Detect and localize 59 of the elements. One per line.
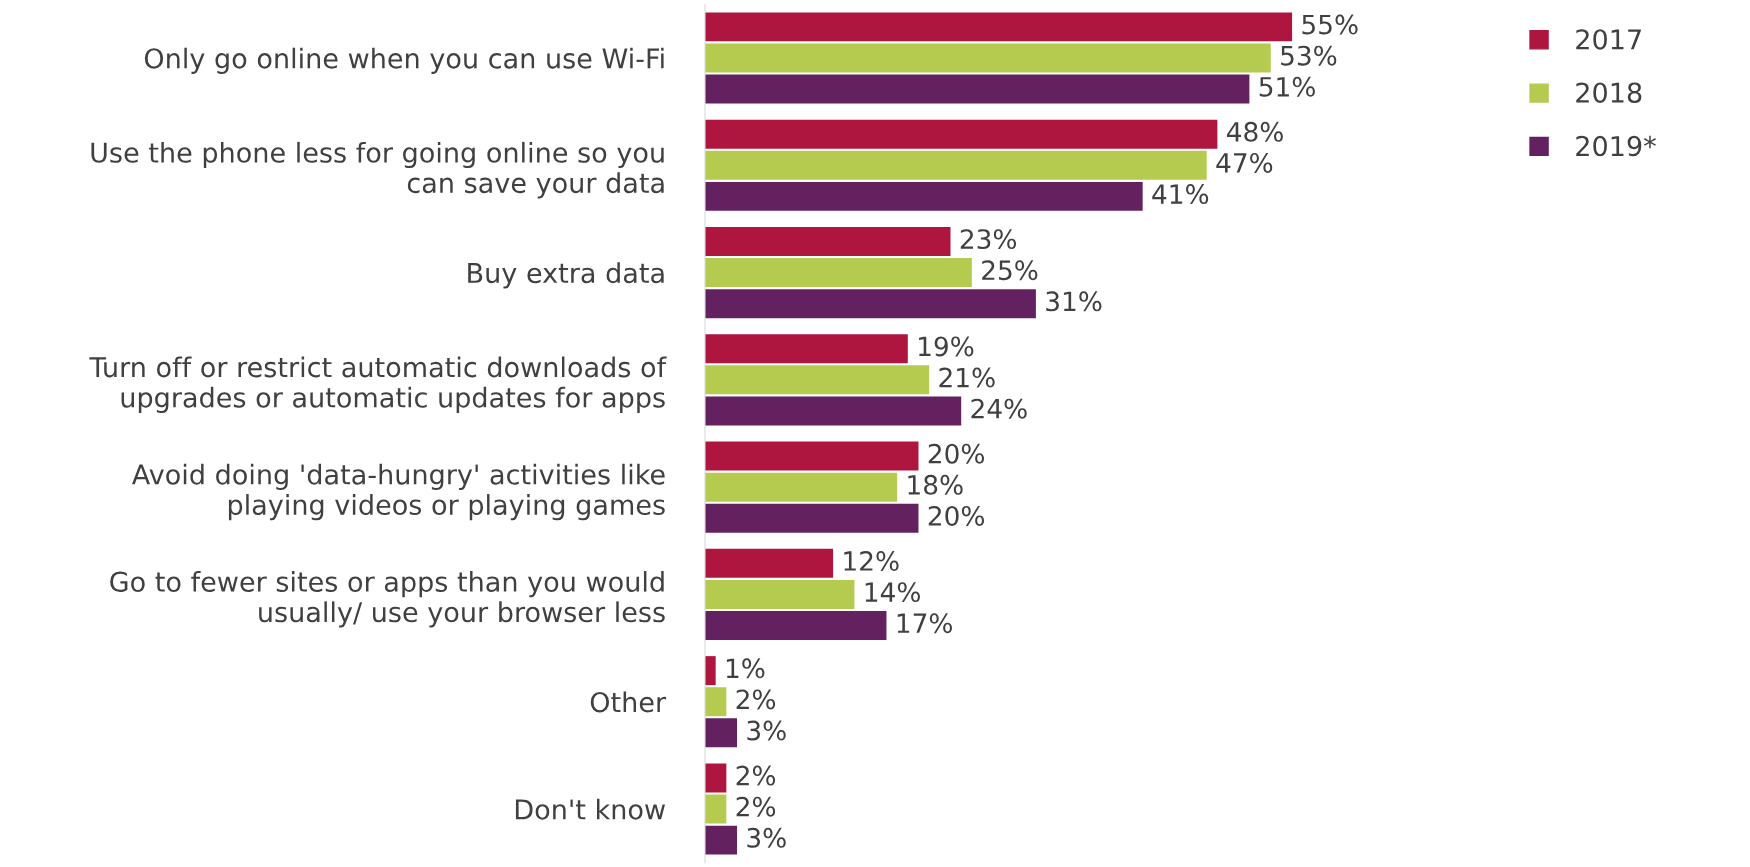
bar [705, 718, 738, 748]
bar [705, 258, 972, 288]
y-tick-label: Use the phone less for going online so you can save your data [91, 141, 664, 199]
bar [705, 656, 716, 686]
data-label: 53% [1281, 45, 1337, 66]
bar [705, 150, 1207, 180]
bar [705, 119, 1218, 149]
y-tick-label: Buy extra data [468, 262, 664, 289]
bar [705, 472, 898, 502]
bar [705, 441, 919, 471]
y-tick-label: Turn off or restrict automatic downloads of upgrades or automatic updates for apps [89, 356, 667, 413]
bar [705, 687, 727, 717]
bar [705, 611, 887, 641]
legend-label: 2017 [1576, 29, 1641, 50]
data-label: 48% [1227, 121, 1283, 142]
data-label: 2% [736, 765, 776, 786]
data-label: 3% [747, 720, 786, 741]
bar [705, 503, 919, 533]
y-tick-label: Avoid doing 'data-hungry' activities like playing videos or playing games [131, 463, 665, 521]
data-label: 1% [726, 658, 765, 679]
bar [705, 226, 951, 256]
bar [705, 763, 727, 793]
bar [705, 43, 1271, 73]
data-label: 25% [982, 260, 1038, 281]
legend-label: 2019* [1576, 135, 1656, 157]
data-label: 47% [1216, 152, 1273, 173]
legend-label: 2018 [1576, 82, 1642, 103]
data-label: 55% [1302, 14, 1358, 35]
data-label: 19% [919, 336, 974, 357]
bar [705, 579, 855, 609]
data-label: 12% [844, 551, 899, 571]
bar [705, 74, 1250, 104]
y-tick-label: Don't know [515, 798, 665, 820]
data-label: 23% [960, 229, 1017, 250]
bar [705, 334, 908, 364]
data-label: 21% [939, 367, 995, 388]
data-label: 31% [1046, 291, 1102, 312]
data-label: 3% [747, 827, 786, 848]
data-label: 18% [908, 474, 963, 495]
data-label: 24% [971, 398, 1027, 419]
data-label: 20% [928, 443, 985, 464]
bar [705, 396, 962, 426]
bar [705, 181, 1143, 211]
bar [705, 794, 727, 824]
data-label: 41% [1152, 184, 1209, 205]
data-label: 20% [928, 505, 985, 526]
y-tick-label: Only go online when you can use Wi-Fi [144, 47, 664, 74]
data-label: 2% [736, 796, 776, 817]
data-label: 2% [736, 689, 776, 710]
bar [705, 289, 1036, 319]
data-label: 14% [865, 582, 920, 603]
data-label: 51% [1259, 76, 1315, 97]
y-tick-label: Go to fewer sites or apps than you would usually/ use your browser less [110, 571, 665, 628]
y-tick-label: Other [590, 691, 667, 713]
data-label: 17% [897, 613, 952, 634]
bar [705, 365, 930, 395]
bar [705, 548, 834, 578]
bar [705, 825, 738, 855]
bar [705, 12, 1293, 42]
